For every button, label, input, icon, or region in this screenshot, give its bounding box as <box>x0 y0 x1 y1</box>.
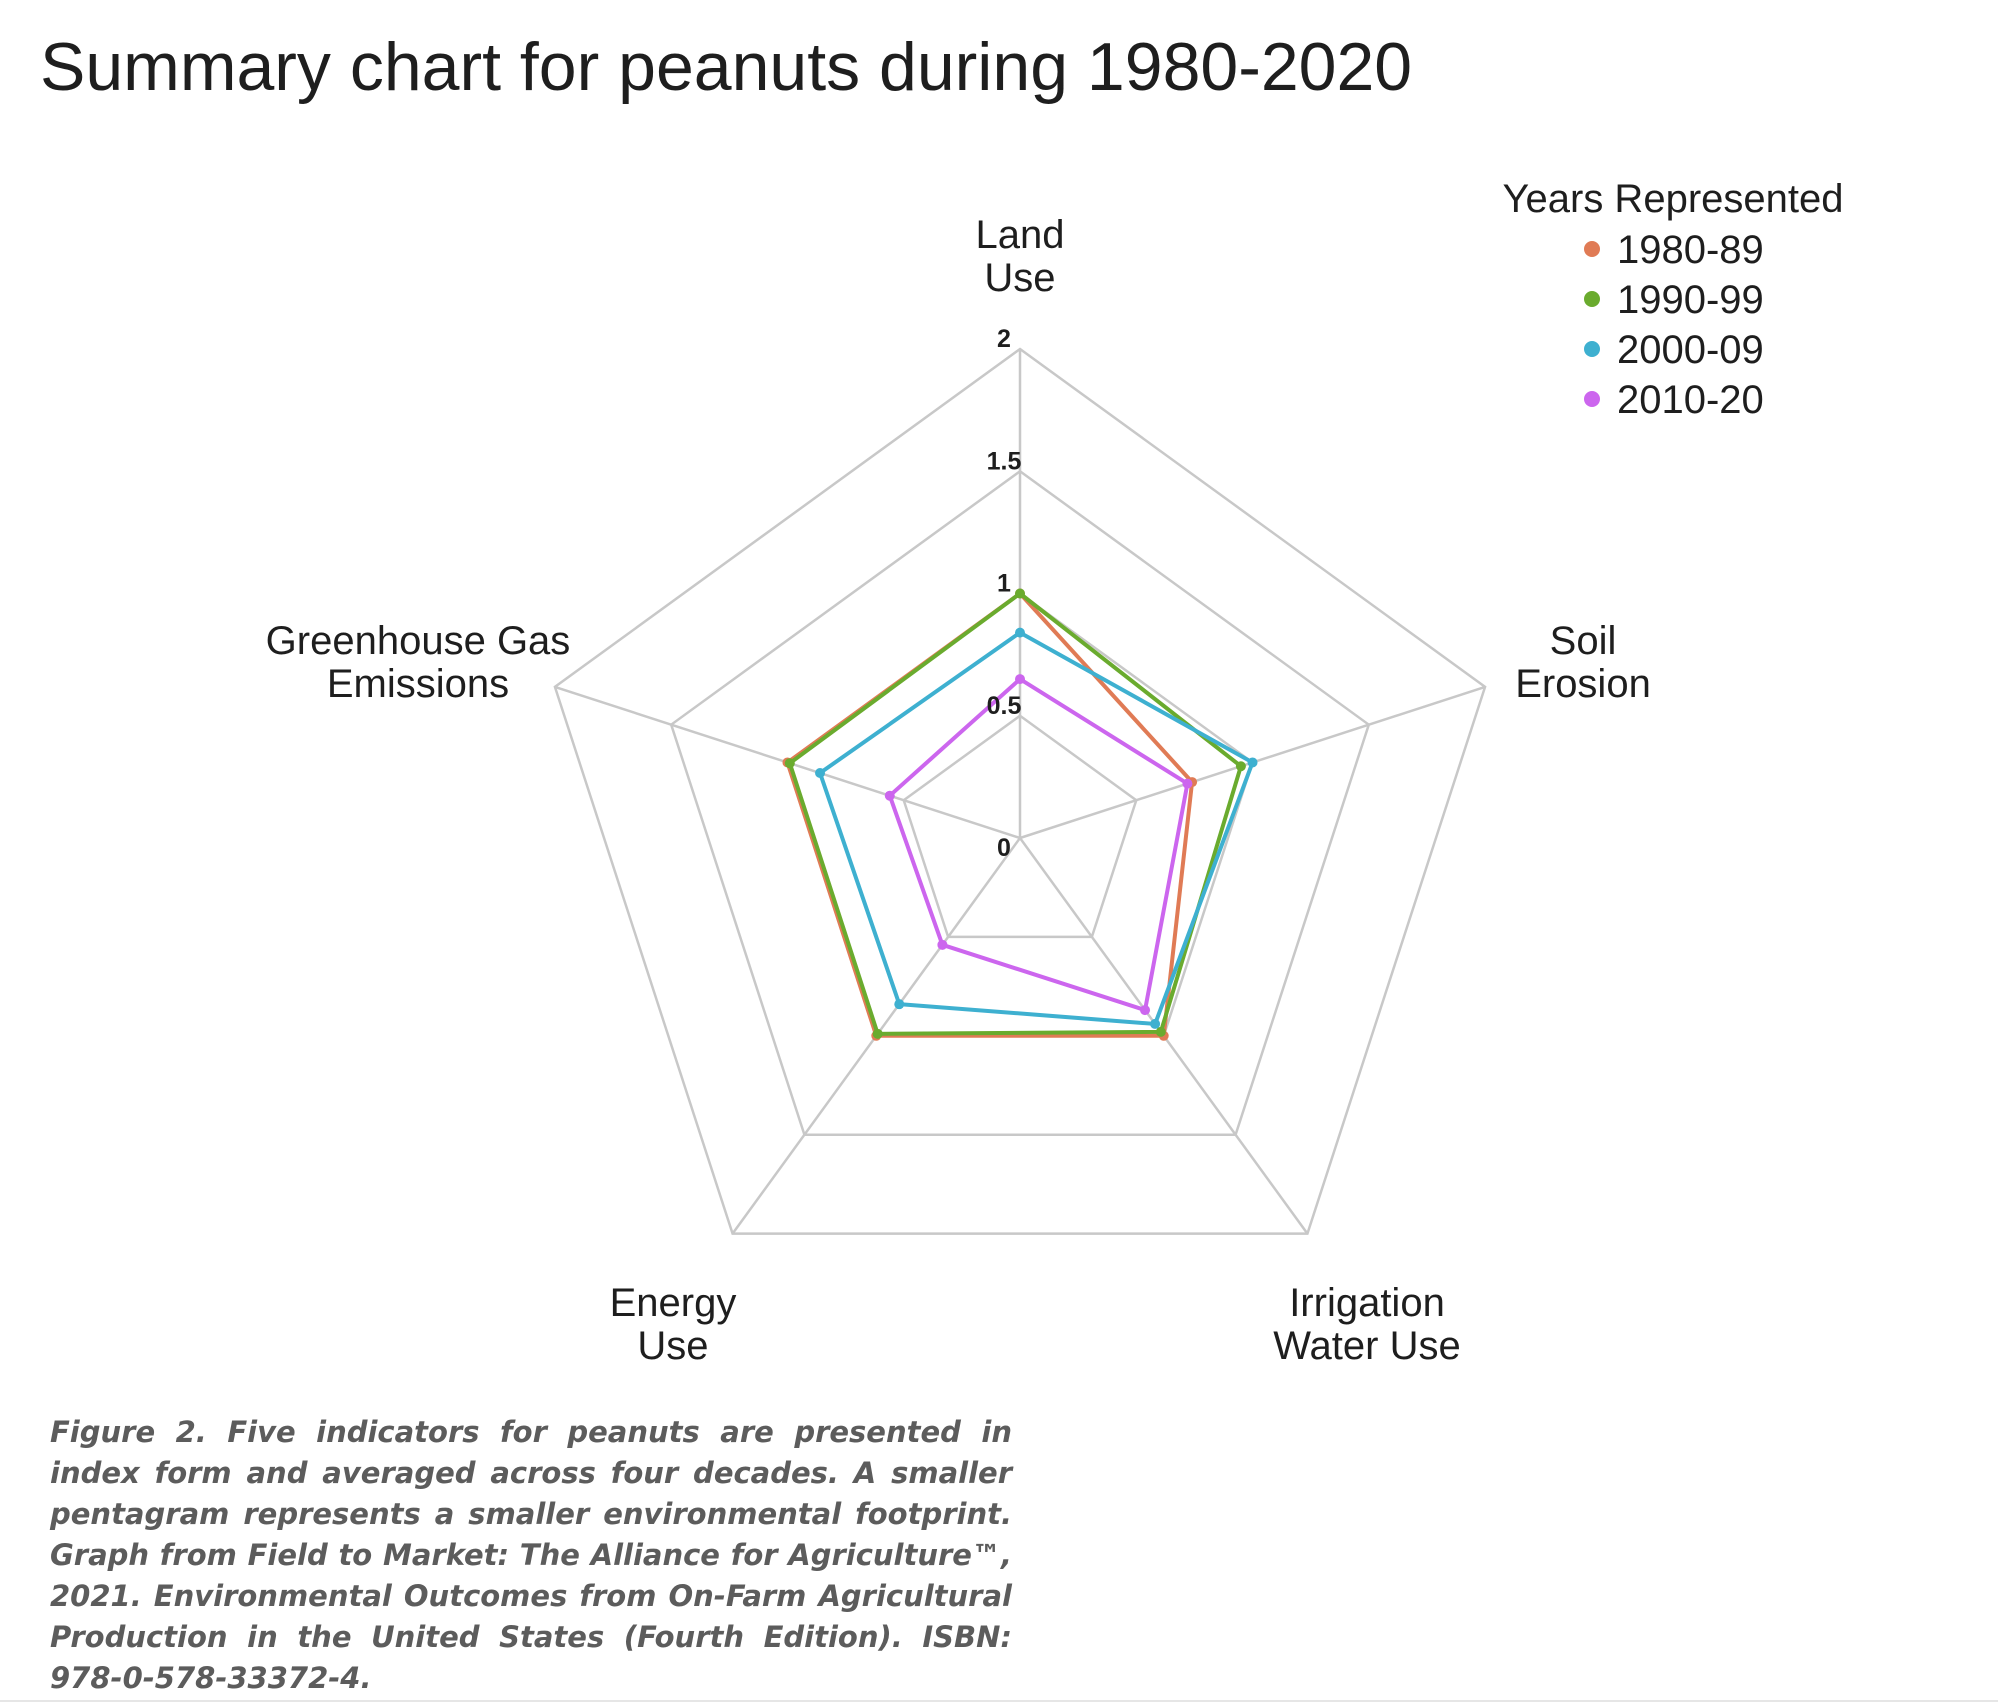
tick-label: 1 <box>997 570 1011 598</box>
legend: Years Represented 1980-89 1990-99 2000-09 2… <box>1503 177 1844 422</box>
series-2000-09 <box>815 627 1258 1029</box>
data-point <box>1015 674 1025 685</box>
axis-label: Soil Erosion <box>1515 619 1651 706</box>
data-point <box>1015 627 1025 638</box>
grid-layer <box>553 347 1487 1235</box>
legend-label: 1990-99 <box>1617 278 1764 322</box>
data-point <box>872 1028 883 1039</box>
axis-label: Greenhouse Gas Emissions <box>266 619 571 706</box>
figure-caption: Figure 2. Five indicators for peanuts ar… <box>50 1415 1012 1695</box>
data-point <box>937 939 948 950</box>
legend-label: 1980-89 <box>1617 228 1764 272</box>
legend-title: Years Represented <box>1503 177 1844 221</box>
series-layer <box>782 588 1258 1041</box>
data-point <box>784 758 795 769</box>
data-point <box>894 999 905 1010</box>
legend-marker <box>1584 391 1600 407</box>
axis-labels: Land Use Soil Erosion Irrigation Water Use Ene… <box>266 213 1651 1368</box>
legend-marker <box>1584 341 1600 357</box>
tick-label: 0.5 <box>987 692 1022 720</box>
series-line-2000-09 <box>818 630 1255 1026</box>
legend-item: 1990-99 <box>1584 278 1764 322</box>
data-point <box>1140 1005 1151 1016</box>
tick-labels: 0 0.5 1 1.5 2 <box>987 325 1022 862</box>
data-point <box>1150 1018 1161 1029</box>
series-1980-89 <box>782 588 1198 1041</box>
data-point <box>1182 778 1193 789</box>
data-point <box>1235 761 1246 772</box>
legend-marker <box>1584 241 1600 257</box>
grid-ring-0_5 <box>902 714 1138 939</box>
axis-label: Land Use <box>976 213 1065 300</box>
series-2010-20 <box>884 674 1193 1016</box>
data-point <box>1155 1026 1166 1037</box>
bottom-divider <box>0 1700 1998 1702</box>
data-point <box>884 790 895 801</box>
chart-title: Summary chart for peanuts during 1980-20… <box>40 29 1413 105</box>
legend-label: 2010-20 <box>1617 378 1764 422</box>
grid-ring-1_5 <box>669 469 1371 1136</box>
data-point <box>1015 588 1025 599</box>
axis-label: Energy Use <box>610 1281 737 1368</box>
tick-label: 0 <box>997 834 1011 862</box>
series-line-2010-20 <box>887 677 1190 1013</box>
tick-label: 1.5 <box>987 447 1022 475</box>
grid-ring-2 <box>553 347 1487 1235</box>
legend-label: 2000-09 <box>1617 328 1764 372</box>
data-point <box>815 768 826 779</box>
legend-item: 1980-89 <box>1584 228 1764 272</box>
axis-label: Irrigation Water Use <box>1273 1281 1460 1368</box>
legend-marker <box>1584 291 1600 307</box>
data-point <box>1247 757 1258 768</box>
tick-label: 2 <box>997 325 1011 353</box>
legend-item: 2000-09 <box>1584 328 1764 372</box>
legend-item: 2010-20 <box>1584 378 1764 422</box>
